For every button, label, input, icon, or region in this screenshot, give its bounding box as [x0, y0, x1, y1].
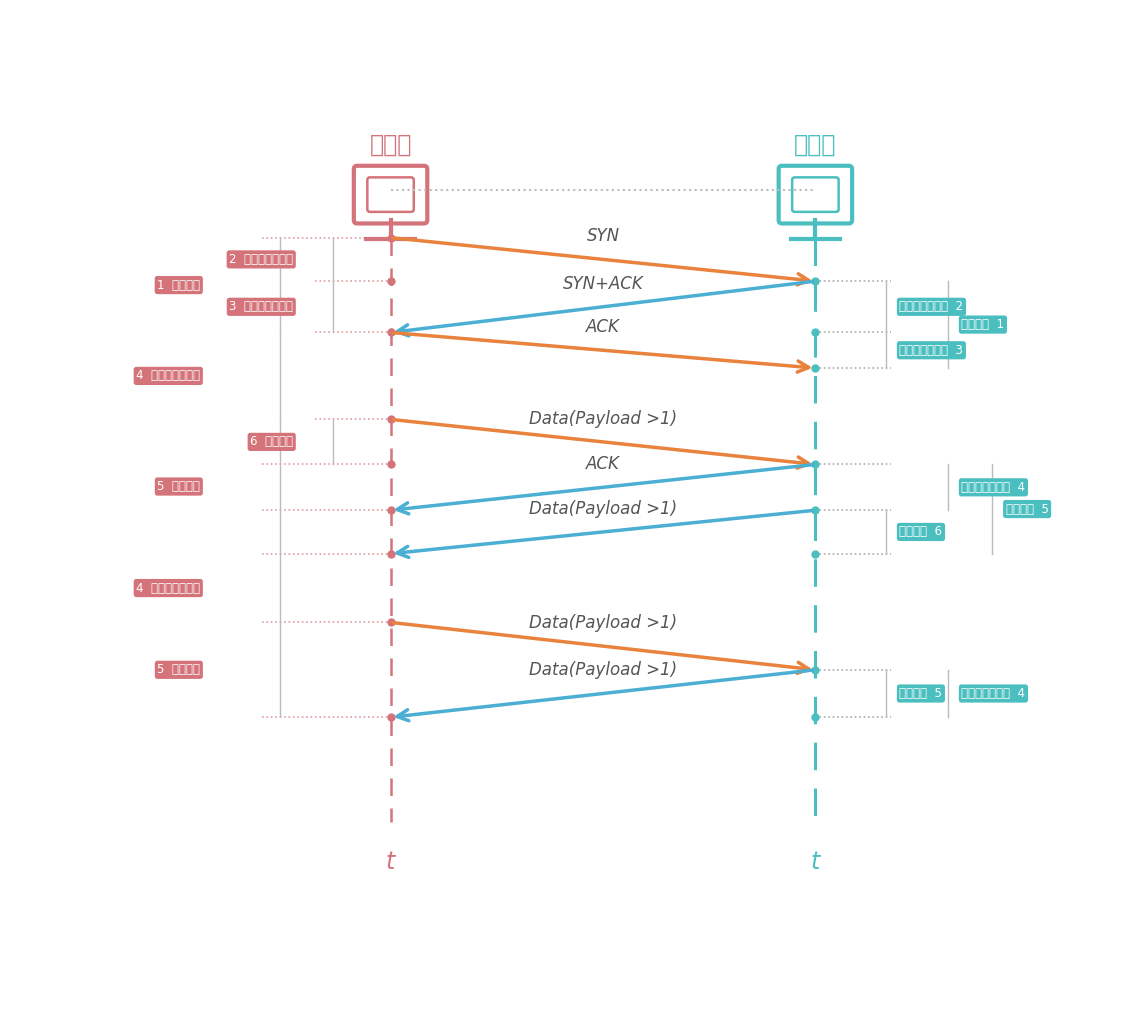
Text: 客户端等待时延  4: 客户端等待时延 4 — [962, 481, 1026, 494]
Text: ACK: ACK — [586, 318, 620, 337]
Text: SYN: SYN — [587, 227, 619, 245]
Text: 客户端等待时延  4: 客户端等待时延 4 — [962, 687, 1026, 700]
Text: Data(Payload >1): Data(Payload >1) — [529, 409, 677, 428]
Text: 数据时延  5: 数据时延 5 — [1006, 503, 1048, 515]
Text: 客户端: 客户端 — [369, 133, 412, 157]
Text: Data(Payload >1): Data(Payload >1) — [529, 500, 677, 518]
Text: 5  数据时延: 5 数据时延 — [158, 480, 200, 494]
Text: 3  客户端建连时延: 3 客户端建连时延 — [230, 301, 293, 313]
Text: 1  建连时延: 1 建连时延 — [158, 279, 200, 291]
Text: 建连时延  1: 建连时延 1 — [962, 318, 1005, 331]
Text: 服务端: 服务端 — [794, 133, 837, 157]
Text: 客户端建连时延  3: 客户端建连时延 3 — [900, 344, 964, 357]
Text: 6  系统时延: 6 系统时延 — [250, 435, 293, 448]
Text: Data(Payload >1): Data(Payload >1) — [529, 662, 677, 679]
Text: ACK: ACK — [586, 456, 620, 473]
Text: t: t — [811, 850, 820, 874]
Text: Data(Payload >1): Data(Payload >1) — [529, 614, 677, 632]
Text: SYN+ACK: SYN+ACK — [563, 275, 643, 292]
Text: t: t — [386, 850, 395, 874]
Text: 系统时延  6: 系统时延 6 — [900, 525, 942, 539]
Text: 4  客户端等待时延: 4 客户端等待时延 — [136, 582, 200, 594]
Text: 4  客户端等待时延: 4 客户端等待时延 — [136, 369, 200, 383]
Text: 服务端建连时延  2: 服务端建连时延 2 — [900, 301, 964, 313]
Text: 2  服务端建连时延: 2 服务端建连时延 — [230, 252, 293, 266]
Text: 数据时延  5: 数据时延 5 — [900, 687, 942, 700]
Text: 5  数据时延: 5 数据时延 — [158, 664, 200, 676]
